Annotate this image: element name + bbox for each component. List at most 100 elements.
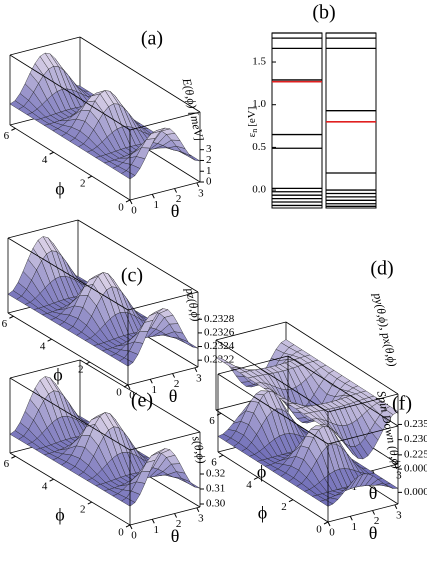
theta-tick-label: 1 (154, 524, 160, 536)
box-edge (129, 181, 201, 201)
box-edge (285, 321, 399, 395)
box-edge (9, 377, 131, 451)
z-tick-label: 1 (206, 165, 212, 177)
phi-tick (87, 175, 93, 179)
phi-symbol: ϕ (257, 462, 266, 482)
y-tick-label: 1.0 (252, 98, 266, 110)
level-column (325, 32, 377, 209)
z-tick-label: 0.235 (404, 418, 427, 430)
z-axis-label: pz(θ,ϕ) (183, 286, 204, 323)
theta-tick-label: 2 (176, 193, 182, 205)
box-edge (79, 359, 201, 433)
theta-tick (372, 510, 376, 515)
phi-tick (218, 454, 224, 458)
theta-tick (349, 516, 353, 521)
box-edge (129, 431, 201, 451)
theta-tick (151, 519, 155, 524)
phi-tick (47, 338, 52, 342)
z-tick-label: 0.30 (206, 498, 226, 510)
phi-tick (253, 476, 259, 480)
phi-tick (49, 478, 54, 482)
phi-tick-label: 0 (116, 387, 122, 399)
phi-tick-label: 6 (2, 318, 8, 330)
box-edge (9, 452, 131, 526)
phi-tick-label: 0 (118, 527, 124, 539)
theta-tick-label: 2 (176, 518, 182, 530)
theta-tick-label: 3 (396, 469, 402, 481)
phi-tick (125, 524, 131, 528)
phi-tick-label: 2 (78, 364, 84, 376)
z-axis-label: py(θ,ϕ), px(θ,ϕ) (370, 291, 399, 368)
theta-tick (127, 384, 131, 390)
box-edge (127, 291, 199, 311)
box-edge (129, 506, 201, 526)
z-tick-label: 0.2324 (204, 340, 235, 352)
phi-tick-label: 2 (80, 178, 86, 190)
surface-patch (121, 497, 136, 507)
theta-symbol: θ (369, 523, 378, 543)
level-column (271, 32, 323, 209)
box-edge (9, 54, 131, 131)
panel-label: (d) (370, 258, 393, 280)
phi-tick-label: 2 (281, 501, 287, 513)
y-label-main: ε (246, 132, 258, 137)
box-edge (9, 359, 81, 379)
theta-tick-label: 1 (152, 384, 158, 396)
phi-tick-label: 0 (316, 524, 322, 536)
theta-symbol: θ (171, 201, 180, 221)
surface-patch (119, 357, 134, 367)
theta-tick (194, 367, 198, 373)
y-label-unit: [eV] (246, 107, 258, 127)
box-edge (217, 451, 329, 523)
z-tick-label: 0.2326 (204, 326, 235, 338)
y-tick-label: 0.5 (252, 141, 266, 153)
theta-tick (394, 504, 398, 510)
box-edge (9, 36, 81, 56)
phi-symbol: ϕ (53, 365, 62, 385)
box-edge (7, 312, 129, 386)
box-edge (215, 321, 287, 341)
theta-tick-label: 3 (198, 512, 204, 524)
phi-tick (49, 151, 54, 155)
z-tick-label: 0.2328 (204, 313, 235, 325)
phi-tick-label: 6 (4, 458, 10, 470)
box-edge (217, 373, 329, 445)
y-label-sub: n (250, 129, 259, 133)
phi-tick (11, 455, 16, 459)
theta-tick-label: 3 (396, 509, 402, 521)
theta-tick (174, 513, 178, 518)
theta-tick (129, 524, 133, 530)
phi-tick (11, 127, 16, 131)
z-tick-label: 0.31 (206, 483, 225, 495)
phi-tick-label: 6 (4, 130, 10, 142)
z-tick-label: 0.0004 (404, 486, 427, 498)
z-tick-label: 0 (206, 176, 212, 188)
theta-tick (174, 188, 178, 193)
y-tick-label: 0.0 (252, 184, 266, 196)
theta-tick-label: 0 (131, 205, 137, 217)
theta-tick-label: 3 (198, 187, 204, 199)
phi-tick (87, 501, 93, 505)
phi-tick-label: 4 (246, 479, 252, 491)
phi-tick (288, 499, 294, 503)
phi-tick-label: 4 (42, 481, 48, 493)
z-tick-label: 0.230 (404, 433, 427, 445)
phi-tick-label: 4 (40, 341, 46, 353)
panel-label: (e) (131, 390, 153, 412)
theta-tick-label: 3 (196, 372, 202, 384)
phi-symbol: ϕ (55, 178, 64, 198)
theta-tick (149, 379, 153, 384)
phi-tick-label: 2 (80, 504, 86, 516)
theta-tick-label: 0 (329, 527, 335, 539)
theta-tick (151, 194, 155, 199)
panel-label: (b) (312, 2, 335, 24)
theta-tick-label: 0 (131, 530, 137, 542)
theta-symbol: θ (171, 526, 180, 546)
theta-tick-label: 0 (129, 390, 135, 402)
phi-tick-label: 6 (211, 457, 217, 469)
theta-tick-label: 2 (374, 515, 380, 527)
panel-label: (f) (392, 393, 412, 415)
y-axis-label: εn [eV] (246, 107, 259, 138)
phi-tick (323, 521, 329, 525)
